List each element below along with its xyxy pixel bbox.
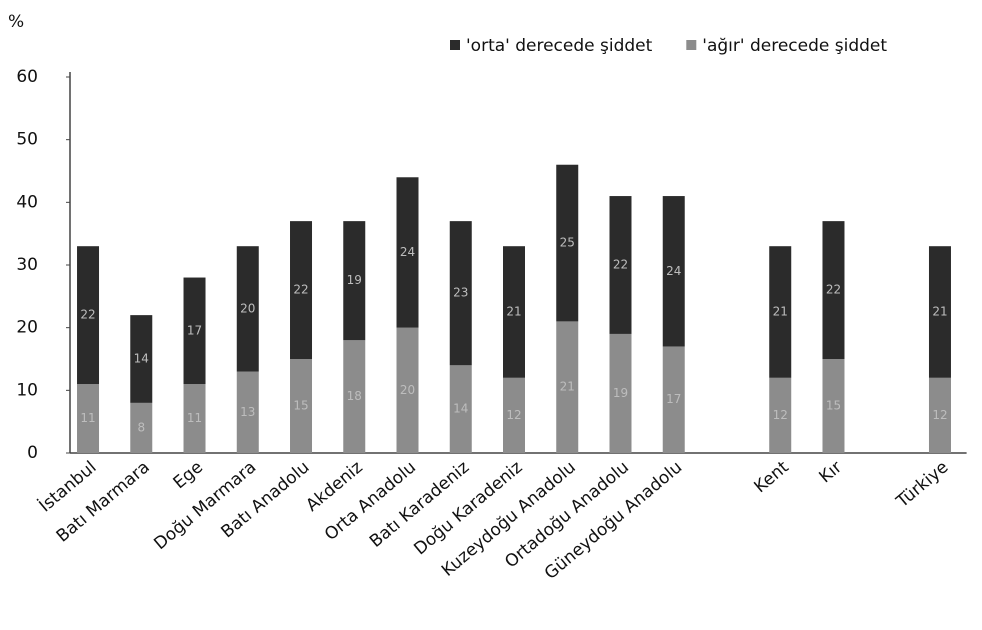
bar-segment	[236, 371, 259, 453]
y-tick-label: 50	[16, 130, 38, 150]
y-tick-label: 40	[16, 192, 38, 212]
value-label: 23	[453, 286, 468, 300]
value-label: 12	[932, 408, 947, 422]
value-label: 15	[293, 399, 308, 413]
value-label: 21	[932, 305, 947, 319]
bar-segment	[769, 377, 792, 453]
value-label: 24	[400, 245, 415, 259]
value-label: 14	[453, 402, 468, 416]
value-label: 13	[240, 405, 255, 419]
value-label: 21	[773, 305, 788, 319]
value-label: 21	[506, 305, 521, 319]
bar-segment	[769, 246, 792, 378]
bar-segment	[609, 196, 632, 334]
bar-segment	[609, 333, 632, 453]
bar-segment	[396, 177, 419, 328]
value-label: 17	[666, 392, 681, 406]
bar-segment	[928, 246, 951, 378]
value-label: 11	[187, 411, 202, 425]
value-label: 19	[613, 386, 628, 400]
bar-segment	[236, 246, 259, 372]
value-label: 22	[80, 308, 95, 322]
value-label: 24	[666, 264, 681, 278]
value-label: 20	[400, 383, 415, 397]
y-tick-label: 10	[16, 380, 38, 400]
x-tick-label: Türkiye	[892, 457, 952, 512]
bar-segment	[343, 340, 366, 453]
bar-segment	[449, 365, 472, 453]
bar-segment	[396, 327, 419, 453]
value-label: 17	[187, 323, 202, 337]
x-tick-label: Ege	[170, 457, 207, 493]
value-label: 8	[137, 420, 145, 434]
bar-segment	[503, 377, 525, 453]
value-label: 22	[826, 283, 841, 297]
bar-segment	[183, 384, 206, 453]
legend-swatch	[450, 40, 460, 50]
bar-segment	[822, 221, 845, 359]
y-tick-label: 20	[16, 318, 38, 338]
value-label: 19	[347, 273, 362, 287]
x-tick-label: Batı Marmara	[53, 457, 154, 546]
bar-segment	[503, 246, 525, 378]
value-label: 14	[134, 352, 149, 366]
legend-swatch	[686, 40, 697, 50]
bar-segment	[77, 246, 100, 385]
value-label: 22	[613, 258, 628, 272]
y-tick-label: 0	[27, 443, 38, 463]
bar-segment	[77, 384, 100, 453]
y-tick-label: 30	[16, 255, 38, 275]
bar-segment	[928, 377, 951, 453]
bar-segment	[556, 321, 579, 453]
bar-segment	[130, 402, 153, 453]
bar-segment	[290, 359, 313, 453]
value-label: 12	[506, 408, 521, 422]
y-tick-label: 60	[16, 67, 38, 87]
y-axis-label: %	[8, 12, 24, 32]
bar-segment	[130, 315, 153, 403]
bar-segment	[662, 346, 685, 453]
value-label: 15	[826, 399, 841, 413]
value-label: 12	[773, 408, 788, 422]
bar-segment	[449, 221, 472, 366]
legend-label: 'orta' derecede şiddet	[466, 36, 653, 56]
bar-segment	[183, 277, 206, 385]
value-label: 11	[80, 411, 95, 425]
bar-segment	[290, 221, 313, 359]
value-label: 22	[293, 283, 308, 297]
value-label: 18	[347, 389, 362, 403]
value-label: 20	[240, 301, 255, 315]
bar-segment	[343, 221, 366, 341]
value-label: 25	[560, 236, 575, 250]
x-tick-label: Kent	[751, 457, 793, 497]
bar-segment	[822, 359, 845, 453]
legend-label: 'ağır' derecede şiddet	[702, 36, 887, 56]
bar-segment	[662, 196, 685, 347]
value-label: 21	[560, 380, 575, 394]
x-tick-label: Kır	[816, 457, 846, 487]
bar-segment	[556, 164, 579, 322]
